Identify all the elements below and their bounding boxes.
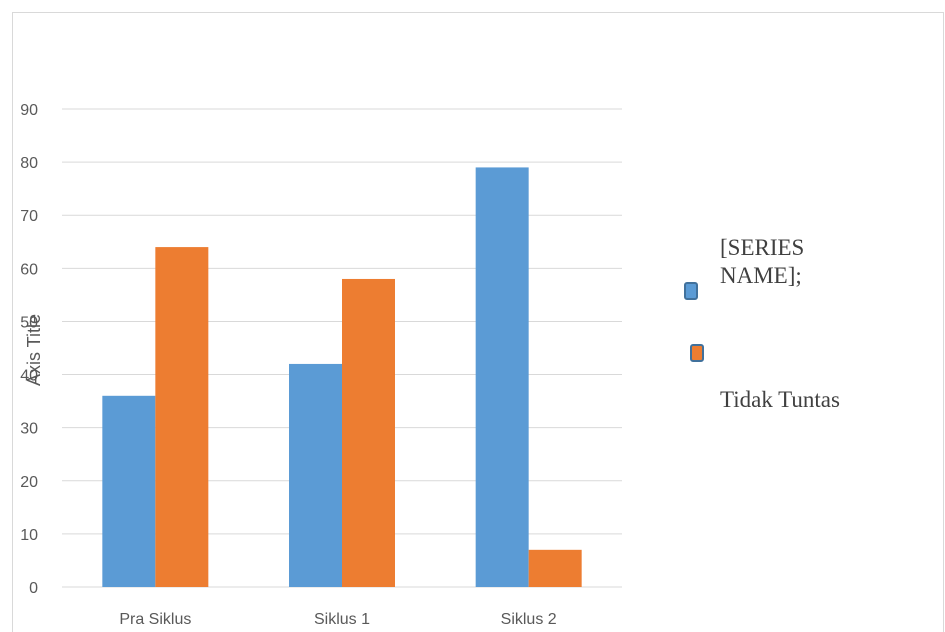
bar-series2-siklus-2	[528, 549, 582, 587]
x-tick-label: Siklus 2	[501, 611, 557, 628]
y-axis-title: Axis Title	[24, 314, 44, 386]
bar-series1-siklus-1	[289, 363, 342, 587]
y-tick-label: 60	[20, 261, 38, 278]
y-axis-ticks: 0 10 20 30 40 50 60 70 80 90	[20, 102, 38, 597]
y-tick-label: 40	[20, 368, 38, 385]
x-tick-label: Pra Siklus	[119, 611, 191, 628]
y-tick-label: 20	[20, 474, 38, 491]
legend-swatch-2	[690, 344, 704, 362]
y-tick-label: 30	[20, 421, 38, 438]
y-tick-label: 80	[20, 155, 38, 172]
legend-label-1: [SERIES NAME];	[720, 235, 805, 288]
y-tick-label: 0	[29, 580, 38, 597]
bar-series1-siklus-2	[475, 167, 529, 587]
chart-frame	[12, 12, 944, 632]
y-tick-label: 50	[20, 314, 38, 331]
bar-series1-pra-siklus	[102, 395, 156, 587]
bar-series2-siklus-1	[342, 278, 395, 587]
legend-swatch-1	[684, 282, 698, 300]
legend-entry-2: Tidak Tuntas	[684, 344, 934, 424]
x-tick-label: Siklus 1	[314, 611, 370, 628]
bars	[102, 167, 582, 588]
y-tick-label: 90	[20, 102, 38, 119]
x-axis-ticks: Pra Siklus Siklus 1 Siklus 2	[119, 611, 556, 628]
legend-entry-1: [SERIES NAME];	[684, 234, 934, 344]
bar-series2-pra-siklus	[155, 247, 209, 588]
y-tick-label: 70	[20, 208, 38, 225]
legend-label-2: Tidak Tuntas	[720, 387, 840, 412]
y-tick-label: 10	[20, 527, 38, 544]
legend: [SERIES NAME]; Tidak Tuntas	[684, 234, 934, 424]
